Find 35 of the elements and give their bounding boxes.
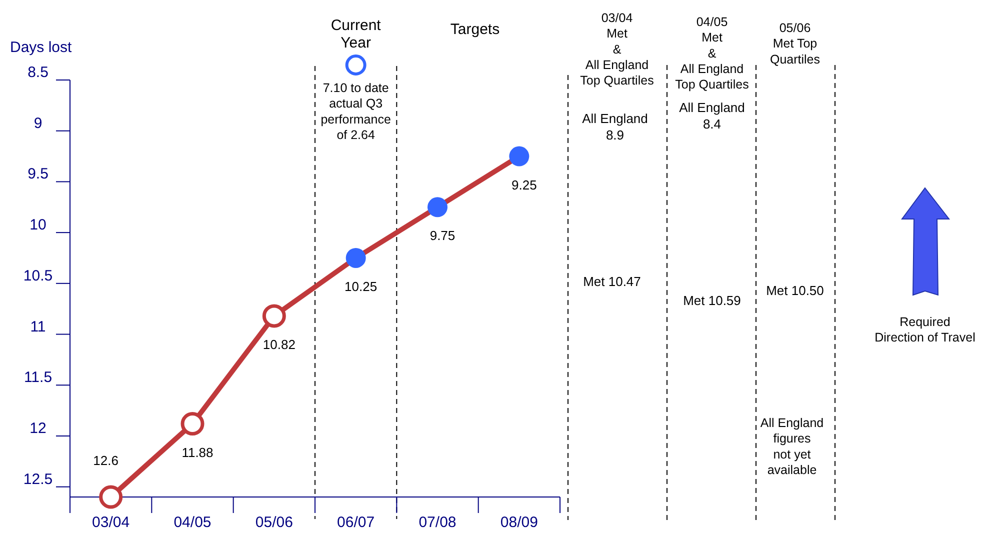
data-label: 12.6: [93, 453, 118, 468]
x-tick-label: 05/06: [255, 514, 293, 531]
y-axis-title: Days lost: [10, 39, 73, 56]
y-tick-label: 9: [34, 114, 42, 132]
y-tick-label: 11.5: [24, 369, 52, 386]
text: All England figures not yet available: [760, 416, 824, 477]
x-tick-label: 06/07: [337, 514, 375, 531]
data-label: 10.82: [262, 336, 296, 352]
data-label: 11.88: [182, 444, 214, 460]
data-label: 10.25: [344, 278, 378, 294]
x-tick-label: 03/04: [92, 514, 130, 531]
x-tick-label: 04/05: [174, 514, 212, 531]
text: Met 10.59: [683, 293, 741, 308]
text: Met 10.47: [583, 274, 641, 289]
text: 05/06 Met Top Quartiles: [770, 21, 820, 66]
text: All England 8.4: [679, 100, 745, 132]
y-tick-label: 12: [30, 420, 46, 437]
y-tick-label: 10: [30, 216, 46, 234]
y-tick-label: 12.5: [23, 470, 53, 488]
x-tick-label: 08/09: [500, 514, 538, 531]
data-label: 9.25: [512, 177, 537, 192]
text: All England 8.9: [582, 111, 648, 142]
y-tick-label: 11: [30, 318, 46, 336]
text: 03/04 Met & All England Top Quartiles: [580, 11, 654, 88]
y-tick-label: 9.5: [28, 166, 48, 183]
y-tick-label: 8.5: [28, 64, 48, 81]
text: Required Direction of Travel: [874, 315, 976, 345]
text: Met 10.50: [766, 283, 824, 298]
y-tick-label: 10.5: [23, 267, 53, 284]
annotation: 7.10 to date actual Q3 performance of 2.64: [320, 81, 391, 142]
text: 04/05 Met & All England Top Quartiles: [675, 15, 749, 92]
text: Current Year: [330, 17, 382, 52]
data-label: 9.75: [430, 228, 456, 244]
x-tick-label: 07/08: [418, 514, 456, 531]
text: Targets: [450, 21, 500, 38]
